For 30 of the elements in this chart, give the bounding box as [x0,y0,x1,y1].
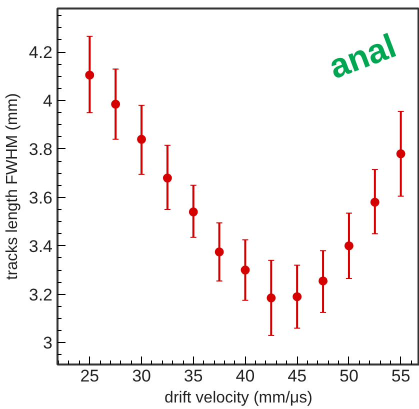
x-tick-label: 30 [132,366,151,386]
point [214,247,224,256]
point [137,134,146,144]
x-tick-label: 35 [184,366,203,386]
point [344,241,354,250]
point [396,149,406,158]
x-tick-label: 25 [80,366,100,386]
annotation: anal [324,26,402,86]
x-tick-label: 40 [236,366,255,386]
x-axis-title: drift velocity (mm/μs) [164,390,312,406]
y-tick-label: 3.8 [28,140,53,159]
x-tick-label: 55 [391,366,410,386]
y-tick-label: 3.4 [28,236,53,256]
y-tick-label: 3 [43,334,53,353]
point [162,174,172,183]
x-tick-label: 45 [288,366,307,386]
y-tick-label: 3.6 [28,188,53,208]
point [111,100,120,109]
point [188,207,198,216]
point [266,293,276,302]
point [85,70,94,80]
x-tick-label: 50 [340,366,358,386]
y-axis-title: tracks length FWHM (mm) [4,93,21,280]
point [318,276,328,286]
point [240,266,250,275]
y-tick-label: 3.2 [28,285,53,304]
point [292,292,302,302]
y-tick-label: 4.2 [28,43,53,62]
y-tick-label: 4 [43,92,53,111]
point [370,198,380,207]
